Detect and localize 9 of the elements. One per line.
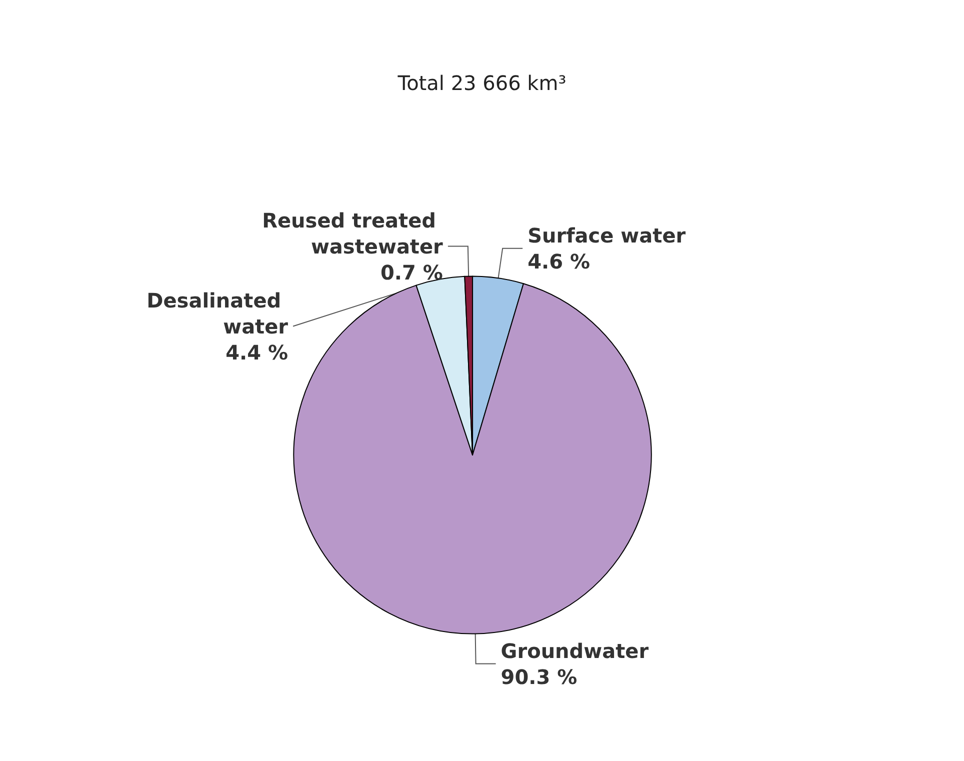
slice-label: Surface water (528, 223, 686, 248)
slice-label: Desalinated water (146, 288, 288, 338)
data-label: 4.6 % (528, 249, 590, 274)
data-label: 90.3 % (500, 664, 578, 689)
slice-label: Reused treated wastewater (262, 208, 444, 258)
data-label: 4.4 % (226, 340, 288, 364)
slice-label: Groundwater (500, 638, 649, 663)
chart-title: Total 23 666 km³ (396, 71, 566, 95)
data-label: 0.7 % (380, 260, 443, 284)
